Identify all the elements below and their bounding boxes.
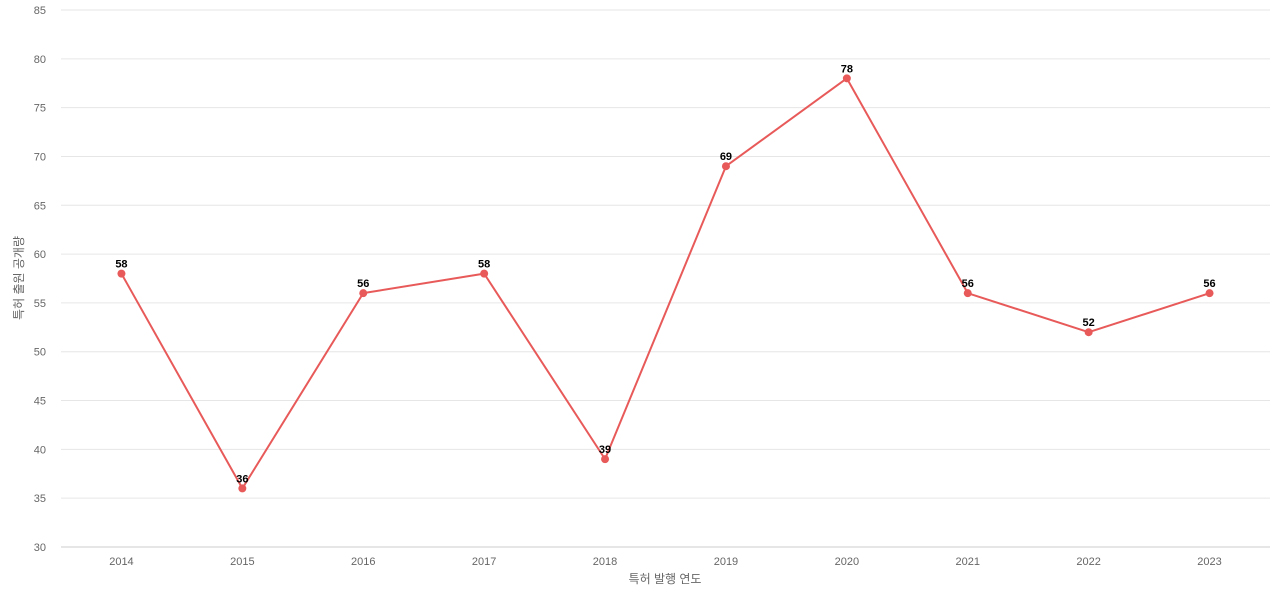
x-tick-label: 2014 [109,556,133,568]
data-label: 39 [599,444,611,456]
x-tick-label: 2015 [230,556,254,568]
data-point [721,162,730,171]
data-label: 58 [478,259,490,271]
x-tick-label: 2020 [835,556,859,568]
y-tick-label: 55 [34,298,46,310]
y-tick-label: 65 [34,200,46,212]
x-tick-label: 2017 [472,556,496,568]
y-tick-label: 40 [34,444,46,456]
x-tick-label: 2023 [1197,556,1221,568]
grid-layer [61,9,1270,548]
y-axis-ticks: 30 35 40 45 50 55 60 65 70 75 80 85 [34,5,46,554]
x-tick-label: 2022 [1076,556,1100,568]
data-label: 69 [720,151,732,163]
series-line [120,77,1210,490]
x-tick-label: 2019 [714,556,738,568]
data-label: 78 [841,63,853,75]
y-tick-label: 45 [34,396,46,408]
data-point [1084,328,1093,337]
y-tick-label: 80 [34,54,46,66]
data-point [601,455,610,464]
data-label: 52 [1083,317,1095,329]
x-tick-label: 2021 [956,556,980,568]
data-point [359,289,368,298]
series-layer [117,74,1214,493]
y-tick-label: 75 [34,103,46,115]
data-point [1205,289,1214,298]
y-tick-label: 70 [34,151,46,163]
data-point [117,269,126,278]
data-label: 56 [962,278,974,290]
x-axis-title: 특허 발행 연도 [629,571,702,586]
data-label-layer: 58 36 56 58 39 69 78 56 52 56 [115,63,1215,485]
y-tick-label: 50 [34,347,46,359]
data-point [842,74,851,83]
data-label: 36 [236,473,248,485]
data-point [480,269,489,278]
data-point [963,289,972,298]
y-tick-label: 30 [34,542,46,554]
data-label: 58 [115,259,127,271]
y-tick-label: 35 [34,493,46,505]
y-tick-label: 85 [34,5,46,17]
y-axis-title: 특허 출원 공개량 [12,236,26,320]
data-point [238,484,247,493]
data-label: 56 [357,278,369,290]
x-tick-label: 2018 [593,556,617,568]
data-label: 56 [1203,278,1215,290]
x-axis-ticks: 2014 2015 2016 2017 2018 2019 2020 2021 2022 2023 [109,556,1222,568]
x-tick-label: 2016 [351,556,375,568]
y-tick-label: 60 [34,249,46,261]
